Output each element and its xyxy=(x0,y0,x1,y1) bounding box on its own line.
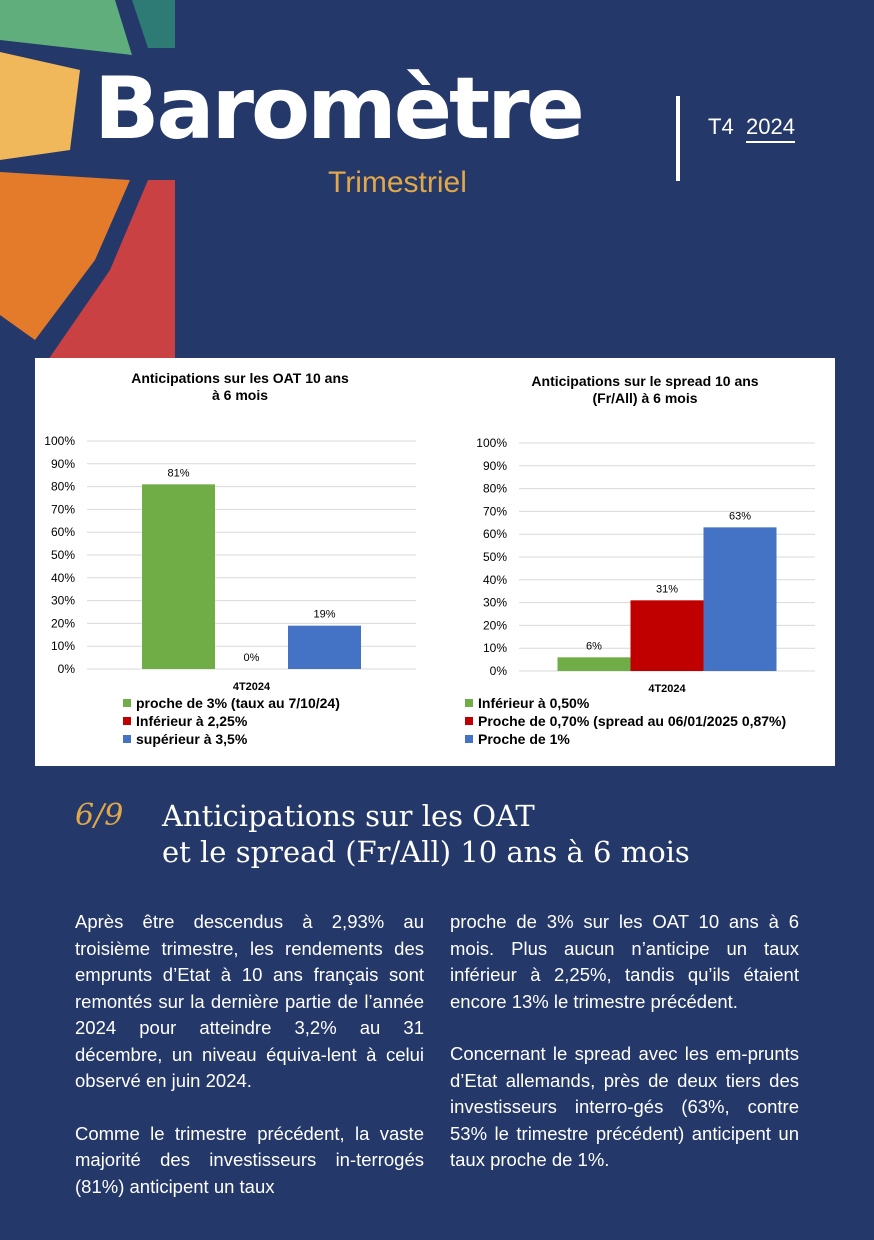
y-tick-label: 60% xyxy=(51,525,75,539)
bar-1 xyxy=(142,484,215,669)
gauge-segment-green xyxy=(0,0,132,55)
y-tick-label: 90% xyxy=(51,457,75,471)
bar-3 xyxy=(703,527,777,671)
text-column-left: Après être descendus à 2,93% au troisièm… xyxy=(75,909,424,1226)
legend-swatch xyxy=(123,735,131,743)
legend-item: Proche de 1% xyxy=(465,730,786,748)
y-tick-label: 40% xyxy=(483,573,507,587)
legend-item: Proche de 0,70% (spread au 06/01/2025 0,… xyxy=(465,712,786,730)
quarter-label: T4 xyxy=(708,114,734,139)
bar-3 xyxy=(288,625,361,669)
legend-label: Inférieur à 0,50% xyxy=(478,695,590,711)
legend-swatch xyxy=(465,735,473,743)
y-tick-label: 100% xyxy=(476,436,507,450)
data-label: 0% xyxy=(244,652,260,664)
paragraph-3: Concernant le spread avec les em-prunts … xyxy=(450,1043,799,1170)
text-column-right: proche de 3% sur les OAT 10 ans à 6 mois… xyxy=(450,909,799,1200)
legend-swatch xyxy=(123,699,131,707)
gauge-decoration xyxy=(0,0,175,360)
section-title-line2: et le spread (Fr/All) 10 ans à 6 mois xyxy=(162,835,690,869)
data-label: 31% xyxy=(656,583,678,595)
charts-panel: Anticipations sur les OAT 10 ans à 6 moi… xyxy=(35,358,835,766)
y-tick-label: 80% xyxy=(51,480,75,494)
y-tick-label: 70% xyxy=(51,502,75,516)
y-tick-label: 10% xyxy=(483,641,507,655)
chart1-legend: proche de 3% (taux au 7/10/24) Inférieur … xyxy=(123,694,340,748)
section-number: 6/9 xyxy=(75,798,124,833)
legend-swatch xyxy=(465,717,473,725)
chart1-title: Anticipations sur les OAT 10 ans à 6 moi… xyxy=(75,370,405,404)
data-label: 81% xyxy=(167,467,189,479)
bar-2 xyxy=(630,600,704,671)
legend-item: Inférieur à 2,25% xyxy=(123,712,340,730)
y-tick-label: 30% xyxy=(483,596,507,610)
x-category-label: 4T2024 xyxy=(233,681,271,693)
legend-label: Proche de 0,70% (spread au 06/01/2025 0,… xyxy=(478,713,787,729)
chart2-svg: 0% 10% 20% 30% 40% 50% 60% 70% 80% 90% 100% 6% 31% 63… xyxy=(476,436,815,695)
bar-1 xyxy=(557,657,631,671)
logo-title: Baromètre xyxy=(94,59,585,159)
legend-label: supérieur à 3,5% xyxy=(136,731,248,747)
y-tick-label: 20% xyxy=(51,616,75,630)
paragraph-2-continued: proche de 3% sur les OAT 10 ans à 6 mois… xyxy=(450,911,799,1012)
y-tick-label: 100% xyxy=(44,434,75,448)
y-tick-label: 20% xyxy=(483,618,507,632)
section-title: Anticipations sur les OAT et le spread (… xyxy=(162,798,842,870)
data-label: 63% xyxy=(729,510,751,522)
paragraph-2: Comme le trimestre précédent, la vaste m… xyxy=(75,1122,424,1197)
legend-item: proche de 3% (taux au 7/10/24) xyxy=(123,694,340,712)
legend-label: Proche de 1% xyxy=(478,731,570,747)
y-tick-label: 30% xyxy=(51,594,75,608)
y-tick-label: 0% xyxy=(490,664,508,678)
header-divider xyxy=(676,96,680,181)
y-tick-label: 60% xyxy=(483,527,507,541)
chart1-title-line1: Anticipations sur les OAT 10 ans xyxy=(131,370,349,386)
year-label: 2024 xyxy=(746,114,795,143)
paragraph-1: Après être descendus à 2,93% au troisièm… xyxy=(75,911,424,1091)
legend-swatch xyxy=(465,699,473,707)
x-category-label: 4T2024 xyxy=(648,683,686,695)
y-tick-label: 40% xyxy=(51,571,75,585)
legend-item: Inférieur à 0,50% xyxy=(465,694,786,712)
y-tick-label: 90% xyxy=(483,459,507,473)
chart2-legend: Inférieur à 0,50% Proche de 0,70% (spread… xyxy=(465,694,786,748)
legend-swatch xyxy=(123,717,131,725)
chart2-title-line2: (Fr/All) à 6 mois xyxy=(592,390,698,406)
gauge-segment-red xyxy=(48,180,175,360)
data-label: 6% xyxy=(586,640,602,652)
gauge-segment-teal xyxy=(132,0,175,48)
legend-item: supérieur à 3,5% xyxy=(123,730,340,748)
y-tick-label: 50% xyxy=(51,548,75,562)
y-tick-label: 0% xyxy=(58,662,76,676)
legend-label: Inférieur à 2,25% xyxy=(136,713,248,729)
chart2-title-line1: Anticipations sur le spread 10 ans xyxy=(531,373,759,389)
section-title-line1: Anticipations sur les OAT xyxy=(162,799,535,833)
y-tick-label: 70% xyxy=(483,504,507,518)
chart2-title: Anticipations sur le spread 10 ans (Fr/A… xyxy=(475,373,815,407)
gauge-segment-orange xyxy=(0,172,130,340)
y-tick-label: 50% xyxy=(483,550,507,564)
y-tick-label: 80% xyxy=(483,482,507,496)
logo-subtitle: Trimestriel xyxy=(328,166,467,199)
y-tick-label: 10% xyxy=(51,639,75,653)
data-label: 19% xyxy=(313,609,335,621)
chart1-svg: 0% 10% 20% 30% 40% 50% 60% 70% 80% 90% 100% 81% 0% 19… xyxy=(44,434,416,693)
gauge-segment-yellow xyxy=(0,52,80,160)
legend-label: proche de 3% (taux au 7/10/24) xyxy=(136,695,340,711)
chart1-title-line2: à 6 mois xyxy=(211,387,269,403)
